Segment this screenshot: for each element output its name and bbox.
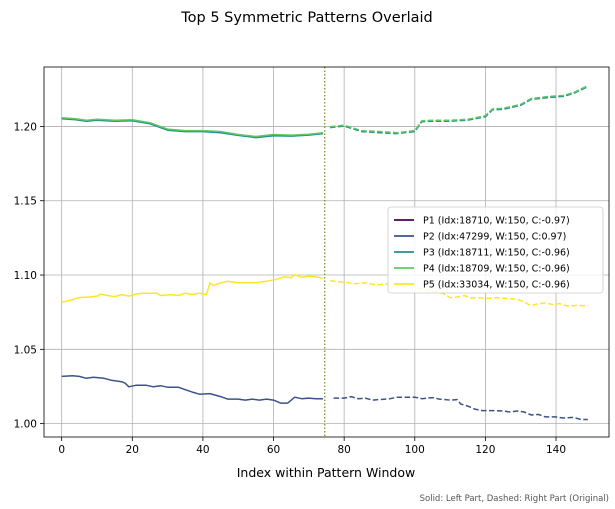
x-tick-label: 100 <box>405 444 425 456</box>
y-tick-label: 1.10 <box>14 270 37 282</box>
legend-frame <box>387 206 604 294</box>
legend-label-1: P1 (Idx:18710, W:150, C:-0.97) <box>423 216 570 227</box>
legend-label-4: P4 (Idx:18709, W:150, C:-0.96) <box>423 264 570 275</box>
series-4-right-line <box>329 84 589 134</box>
x-tick-label: 0 <box>58 444 65 456</box>
legend-label-5: P5 (Idx:33034, W:150, C:-0.96) <box>423 280 570 291</box>
plot-lines <box>61 67 589 437</box>
series-3-right-line <box>329 85 589 135</box>
legend-label-3: P3 (Idx:18711, W:150, C:-0.96) <box>423 248 570 259</box>
series-2-left-line <box>61 375 323 404</box>
y-tick-label: 1.00 <box>14 419 37 431</box>
series-3-left-line <box>61 117 324 139</box>
y-tick-label: 1.05 <box>14 344 37 356</box>
x-tick-label: 60 <box>267 444 280 456</box>
y-axis-ticks: 1.00 1.05 1.10 1.15 1.20 <box>14 121 44 431</box>
x-tick-label: 80 <box>337 444 350 456</box>
x-tick-label: 40 <box>196 444 209 456</box>
x-axis-label: Index within Pattern Window <box>237 465 416 480</box>
series-5-right-line <box>329 279 588 307</box>
y-tick-label: 1.15 <box>14 196 37 208</box>
x-tick-label: 140 <box>546 444 566 456</box>
y-tick-label: 1.20 <box>14 121 37 133</box>
legend: P1 (Idx:18710, W:150, C:-0.97) P2 (Idx:47… <box>387 206 604 294</box>
chart-title: Top 5 Symmetric Patterns Overlaid <box>180 10 432 26</box>
series-2-right-line <box>333 395 588 421</box>
x-tick-label: 120 <box>475 444 495 456</box>
x-axis-ticks: 0 20 40 60 80 100 120 140 <box>58 437 566 456</box>
x-tick-label: 20 <box>126 444 139 456</box>
footnote: Solid: Left Part, Dashed: Right Part (Or… <box>420 494 609 504</box>
legend-label-2: P2 (Idx:47299, W:150, C:0.97) <box>423 232 566 243</box>
series-5-left-line <box>61 273 324 303</box>
plot-area-frame <box>43 66 610 438</box>
series-4-left-line <box>61 117 324 138</box>
